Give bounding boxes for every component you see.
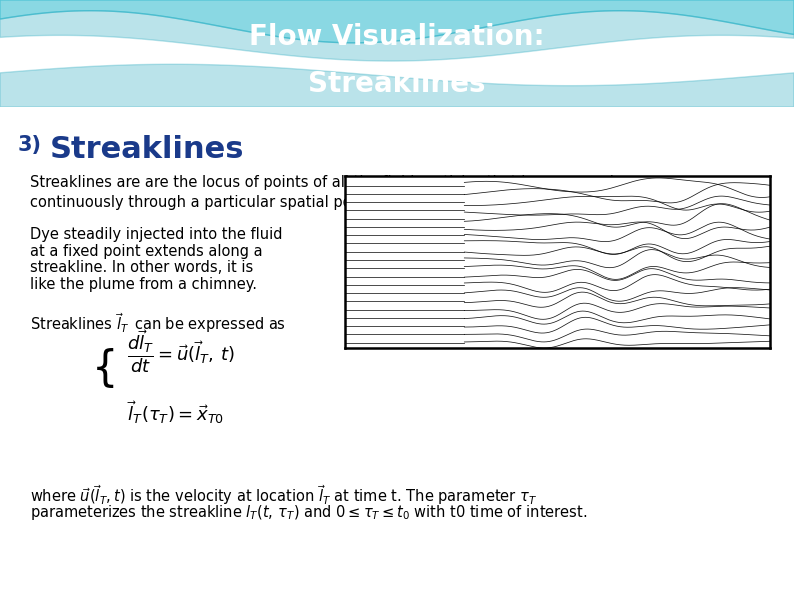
Text: Streaklines $\vec{l}_T\,$ can be expressed as: Streaklines $\vec{l}_T\,$ can be express… <box>30 311 286 335</box>
Text: $\{$: $\{$ <box>91 346 114 390</box>
Text: at a fixed point extends along a: at a fixed point extends along a <box>30 243 263 258</box>
Text: continuously through a particular spatial point in the past.: continuously through a particular spatia… <box>30 195 459 209</box>
Text: Streaklines: Streaklines <box>308 70 486 98</box>
Text: $\dfrac{d\vec{l}_T}{dt} = \vec{u}(\vec{l}_T,\, t)$: $\dfrac{d\vec{l}_T}{dt} = \vec{u}(\vec{l… <box>127 328 235 374</box>
Text: 3): 3) <box>18 135 42 155</box>
Text: Streaklines: Streaklines <box>50 135 245 164</box>
Text: Flow Visualization:: Flow Visualization: <box>249 23 545 52</box>
Text: like the plume from a chimney.: like the plume from a chimney. <box>30 277 257 292</box>
Text: Dye steadily injected into the fluid: Dye steadily injected into the fluid <box>30 227 283 242</box>
Text: Streaklines are are the locus of points of all the fluid particles that have pas: Streaklines are are the locus of points … <box>30 175 614 190</box>
Text: $\vec{l}_T(\tau_T) = \vec{x}_{T0}$: $\vec{l}_T(\tau_T) = \vec{x}_{T0}$ <box>127 399 224 427</box>
Text: streakline. In other words, it is: streakline. In other words, it is <box>30 261 253 275</box>
Text: where $\vec{u}(\vec{l}_T, t)$ is the velocity at location $\vec{l}_T$ at time t.: where $\vec{u}(\vec{l}_T, t)$ is the vel… <box>30 484 538 508</box>
Text: parameterizes the streakline $l_T(t,\,\tau_T)$ and $0 \leq \tau_T \leq t_0$ with: parameterizes the streakline $l_T(t,\,\t… <box>30 503 588 522</box>
